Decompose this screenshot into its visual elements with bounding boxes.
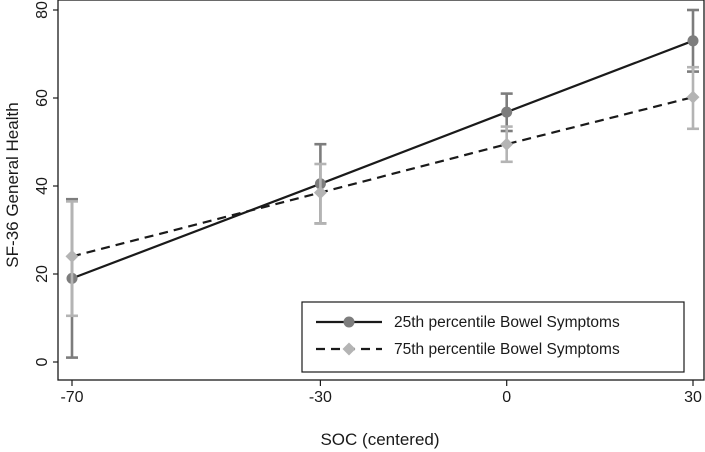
y-axis: 0 20 40 60 80 xyxy=(34,1,58,366)
y-tick-label: 20 xyxy=(34,265,51,283)
x-tick-label: 0 xyxy=(502,389,511,406)
y-tick-label: 80 xyxy=(34,1,51,19)
data-point xyxy=(500,137,514,151)
legend-box xyxy=(301,301,685,373)
y-axis-title: SF-36 General Health xyxy=(3,102,22,267)
data-point xyxy=(65,249,79,263)
x-tick-label: -30 xyxy=(309,389,332,406)
y-tick-label: 40 xyxy=(34,177,51,195)
data-point xyxy=(686,90,700,104)
plot-frame xyxy=(57,0,705,381)
plot-area xyxy=(57,0,705,381)
y-tick-label: 0 xyxy=(34,357,51,366)
data-point xyxy=(501,106,513,118)
x-tick-label: 30 xyxy=(684,389,702,406)
data-point xyxy=(687,35,699,47)
data-point xyxy=(313,186,327,200)
legend-item: 75th percentile Bowel Symptoms xyxy=(316,341,620,358)
legend-item: 25th percentile Bowel Symptoms xyxy=(316,314,620,331)
series-line xyxy=(71,39,694,280)
series-2 xyxy=(65,65,700,318)
x-axis: -70 -30 0 30 xyxy=(60,380,702,406)
legend-label: 25th percentile Bowel Symptoms xyxy=(394,314,620,331)
series-line xyxy=(71,96,694,258)
legend-label: 75th percentile Bowel Symptoms xyxy=(394,341,620,358)
legend-marker xyxy=(343,316,355,328)
x-tick-label: -70 xyxy=(60,389,83,406)
y-tick-label: 60 xyxy=(34,89,51,107)
x-axis-title: SOC (centered) xyxy=(320,430,439,449)
legend: 25th percentile Bowel Symptoms 75th perce… xyxy=(301,301,685,373)
legend-marker xyxy=(342,342,356,356)
